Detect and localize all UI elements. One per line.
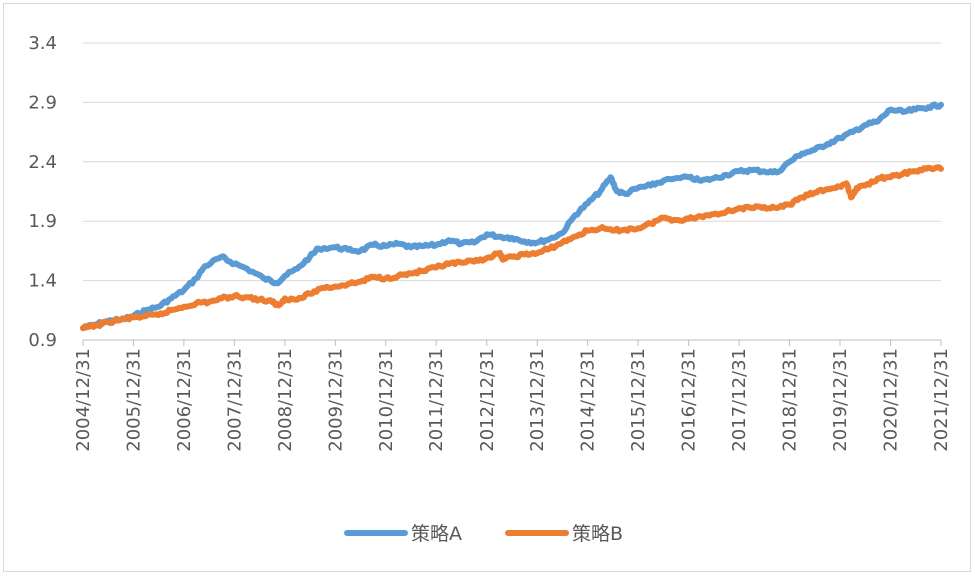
- x-tick-label: 2008/12/31: [275, 348, 296, 452]
- y-tick-label: 1.4: [28, 271, 57, 292]
- series-line-a: [80, 101, 944, 332]
- legend-label-a: 策略A: [411, 523, 462, 545]
- x-tick-label: 2019/12/31: [830, 348, 851, 452]
- x-tick-label: 2021/12/31: [931, 348, 952, 452]
- x-tick-label: 2018/12/31: [780, 348, 801, 452]
- x-tick-label: 2020/12/31: [881, 348, 902, 452]
- x-tick-label: 2009/12/31: [325, 348, 346, 452]
- series-lines: [80, 101, 944, 332]
- x-axis-ticks: 2004/12/31 2005/12/31 2006/12/31 2007/12/31…: [73, 340, 952, 452]
- x-tick-label: 2016/12/31: [679, 348, 700, 452]
- y-axis-ticks: 0.9 1.4 1.9 2.4 2.9 3.4: [28, 33, 57, 351]
- x-tick-label: 2014/12/31: [578, 348, 599, 452]
- gridlines: [83, 42, 941, 341]
- chart-border: [3, 3, 971, 572]
- legend-label-b: 策略B: [572, 523, 623, 545]
- x-tick-label: 2004/12/31: [73, 348, 94, 452]
- y-tick-label: 3.4: [28, 33, 57, 54]
- x-tick-label: 2010/12/31: [376, 348, 397, 452]
- x-tick-label: 2011/12/31: [426, 348, 447, 452]
- x-tick-label: 2015/12/31: [628, 348, 649, 452]
- legend: 策略A 策略B: [344, 523, 623, 545]
- x-tick-label: 2017/12/31: [729, 348, 750, 452]
- x-tick-label: 2013/12/31: [527, 348, 548, 452]
- x-tick-label: 2005/12/31: [123, 348, 144, 452]
- y-tick-label: 0.9: [28, 330, 57, 351]
- x-tick-label: 2007/12/31: [224, 348, 245, 452]
- x-tick-label: 2006/12/31: [174, 348, 195, 452]
- x-tick-label: 2012/12/31: [477, 348, 498, 452]
- y-tick-label: 2.4: [28, 152, 57, 173]
- y-tick-label: 2.9: [28, 92, 57, 113]
- y-tick-label: 1.9: [28, 211, 57, 232]
- series-line-b: [80, 164, 944, 332]
